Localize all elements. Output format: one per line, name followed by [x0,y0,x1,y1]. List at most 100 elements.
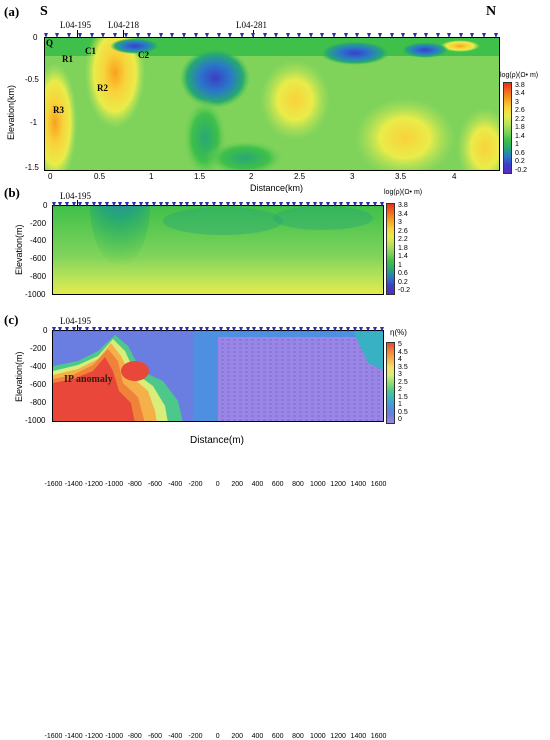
colorbar-a [503,82,512,174]
station-marker-icon [458,33,463,38]
panel_b-xtick: 0 [215,481,220,488]
station-marker-icon [78,33,83,38]
b-cb-4: 2.2 [398,236,408,243]
panel_b-xtick: 400 [251,481,264,488]
station-marker-icon [158,327,163,332]
c-cb-6: 2 [398,386,402,393]
station-marker-icon [225,327,230,332]
station-marker-icon [359,202,364,207]
a-xtick-6: 3 [350,172,355,181]
station-marker-icon [481,33,486,38]
a-xtick-1: 0.5 [94,172,106,181]
station-marker-icon [331,33,336,38]
b-ytick-4: -800 [30,272,47,281]
station-marker-icon [319,327,324,332]
a-cb-4: 2.2 [515,116,525,123]
station-marker-icon [274,33,279,38]
c-cb-8: 1 [398,401,402,408]
station-marker-icon [212,202,217,207]
station-marker-icon [71,202,76,207]
station-marker-icon [265,202,270,207]
station-marker-icon [105,202,110,207]
panel-c-line: L04-195 [60,316,91,326]
panel_b-xtick: -1200 [85,481,103,488]
b-ytick-0: 0 [43,201,48,210]
a-cb-6: 1.4 [515,133,525,140]
a-ytick-3: -1.5 [25,163,39,172]
panel-b-line-marker [77,200,78,206]
b-ytick-1: -200 [30,219,47,228]
b-cb-1: 3.4 [398,211,408,218]
c-ytick-0: 0 [43,326,48,335]
station-marker-icon [205,202,210,207]
panel-a-xlabel: Distance(km) [250,183,304,193]
region-r2: R2 [97,83,108,93]
station-marker-icon [279,327,284,332]
station-marker-icon [185,327,190,332]
resistivity-section-a [44,37,500,171]
station-marker-icon [447,33,452,38]
station-marker-icon [78,202,83,207]
station-marker-icon [325,202,330,207]
north-label: N [486,4,497,19]
b-ytick-5: -1000 [25,290,46,299]
station-marker-icon [285,202,290,207]
a-xtick-3: 1.5 [194,172,206,181]
station-marker-icon [265,327,270,332]
a-xtick-2: 1 [149,172,154,181]
station-marker-icon [297,33,302,38]
panel-b-line: L04-195 [60,191,91,201]
station-marker-icon [228,33,233,38]
colorbar-c-title: η(%) [390,328,407,337]
c-ytick-3: -600 [30,380,47,389]
station-marker-icon [332,327,337,332]
c-cb-0: 5 [398,341,402,348]
station-marker-icon [181,33,186,38]
a-cb-10: -0.2 [515,167,528,174]
station-marker-icon [245,202,250,207]
panel-c-line-marker [77,325,78,331]
station-marker-icon [251,33,256,38]
station-marker-icon [339,202,344,207]
a-ytick-0: 0 [33,33,38,42]
panel-c-ylabel: Elevation(m) [14,351,24,402]
a-cb-5: 1.8 [515,124,525,131]
station-marker-icon [279,202,284,207]
station-marker-icon [366,202,371,207]
station-marker-icon [55,33,60,38]
a-xtick-7: 3.5 [395,172,407,181]
station-marker-icon [252,202,257,207]
station-marker-icon [66,33,71,38]
panel_b-xtick: 600 [271,481,284,488]
panel_c-xtick: -800 [127,733,142,740]
panel_c-xtick: 1200 [330,733,346,740]
region-c1: C1 [85,46,96,56]
panel_b-xtick: 800 [292,481,304,488]
a-ytick-2: -1 [30,118,38,127]
station-marker-icon [205,33,210,38]
region-q: Q [46,38,54,48]
station-marker-icon [379,327,384,332]
station-marker-icon [272,202,277,207]
b-ytick-3: -600 [30,254,47,263]
station-marker-icon [165,202,170,207]
panel_c-xtick: -200 [188,733,203,740]
panel-b-tag: (b) [4,185,20,200]
ip-section-c [52,330,384,422]
colorbar-c [386,342,395,424]
line-label-218: L04-218 [108,20,139,30]
station-marker-icon [91,327,96,332]
c-cb-2: 4 [398,356,402,363]
station-marker-icon [305,327,310,332]
station-marker-icon [212,327,217,332]
station-marker-icon [332,202,337,207]
a-cb-0: 3.8 [515,82,525,89]
station-marker-icon [64,202,69,207]
station-marker-icon [339,327,344,332]
panel-c-tag: (c) [4,312,19,327]
station-marker-icon [170,33,175,38]
b-cb-6: 1.4 [398,253,408,260]
line-label-281: L04-281 [236,20,267,30]
station-marker-icon [299,202,304,207]
station-marker-icon [171,327,176,332]
